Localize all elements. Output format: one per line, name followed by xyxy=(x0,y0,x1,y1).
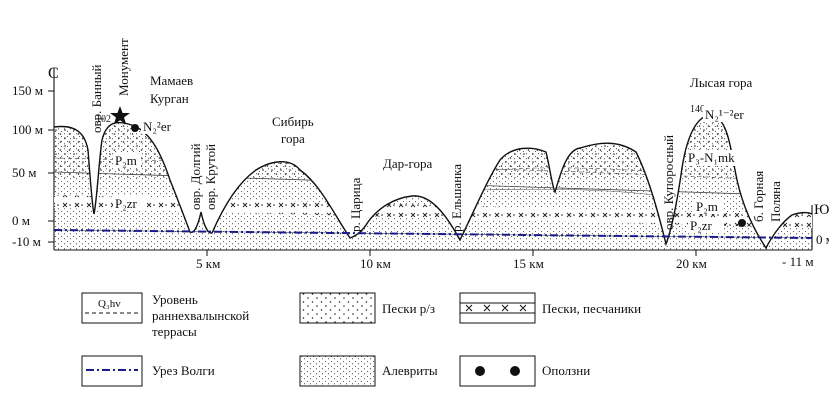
legend-terrace-line2: раннехвалынской xyxy=(152,308,249,323)
monument-star-icon xyxy=(110,106,130,125)
label-kurgan: Курган xyxy=(150,91,189,106)
legend-terrace-swatch xyxy=(81,292,143,324)
strata-pnmk: P₃-N₁mk xyxy=(688,150,735,165)
legend-volga-label: Урез Волги xyxy=(152,363,215,378)
south-label: Ю xyxy=(814,202,829,218)
label-b-gornaya: б. Горная xyxy=(751,171,766,222)
legend-sandstone-label: Пески, песчаники xyxy=(542,301,641,316)
landslide-dot-icon xyxy=(475,366,485,376)
y-label-150: 150 м xyxy=(12,83,43,98)
legend-sandstone-swatch xyxy=(459,292,536,324)
label-polyana: Поляна xyxy=(768,181,783,222)
x-label-5km: 5 км xyxy=(196,256,220,271)
legend-landslide-label: Оползни xyxy=(542,363,590,378)
label-ovr-krutoy: овр. Крутой xyxy=(203,144,218,210)
x-axis-ticks xyxy=(206,250,697,256)
label-gora: гора xyxy=(281,131,305,146)
label-sibir: Сибирь xyxy=(272,114,314,129)
north-label: С xyxy=(48,65,59,82)
x-label-20km: 20 км xyxy=(676,256,707,271)
x-label-10km: 10 км xyxy=(360,256,391,271)
volga-water-line xyxy=(53,229,813,239)
right-label-minus11: - 11 м xyxy=(782,254,814,269)
legend-sand-rz-label: Пески р/з xyxy=(382,301,435,316)
label-ovr-kuporosny: овр. Купоросный xyxy=(661,135,676,230)
y-axis-ticks xyxy=(48,90,54,243)
legend-silt-label: Алевриты xyxy=(382,363,438,378)
landslide-dot-icon xyxy=(131,124,139,132)
legend-terrace-symbol: Q₃hv xyxy=(98,298,121,310)
legend-terrace-line1: Уровень xyxy=(152,292,198,307)
label-r-tsaritsa: р. Царица xyxy=(348,177,363,232)
landslide-dot-icon xyxy=(510,366,520,376)
y-label-minus10: -10 м xyxy=(12,234,41,249)
legend-silt-swatch xyxy=(299,355,376,387)
x-label-15km: 15 км xyxy=(513,256,544,271)
elevation-mamaev: 102 xyxy=(96,114,111,125)
legend: Q₃hv Уровень раннехвалынской террасы Пес… xyxy=(81,292,641,387)
label-lysaya-gora: Лысая гора xyxy=(690,75,752,90)
legend-sand-rz-swatch xyxy=(299,292,376,324)
right-label-0: 0 м xyxy=(816,232,829,247)
legend-terrace-line3: террасы xyxy=(152,324,197,339)
y-label-0: 0 м xyxy=(12,213,30,228)
label-ovr-banny: овр. Банный xyxy=(89,64,104,133)
sandstone-layer xyxy=(54,195,812,228)
label-ovr-dolgy: овр. Долгий xyxy=(188,143,203,210)
strata-pm-left: P₂m xyxy=(115,153,137,168)
label-r-elshanka: р. Ельшанка xyxy=(449,164,464,232)
label-mamaev: Мамаев xyxy=(150,73,193,88)
legend-landslide-swatch xyxy=(459,355,536,387)
strata-pzr-right: P₂zr xyxy=(690,218,713,233)
strata-pm-right: P₂m xyxy=(696,199,718,214)
strata-pzr-left: P₂zr xyxy=(115,196,138,211)
y-label-100: 100 м xyxy=(12,122,43,137)
strata-n2er-right: N₂¹⁻²er xyxy=(705,107,744,122)
landslide-dot-icon xyxy=(738,219,746,227)
label-dar-gora: Дар-гора xyxy=(383,156,432,171)
y-label-50: 50 м xyxy=(12,165,36,180)
elevation-lysaya: 140 xyxy=(690,104,705,115)
strata-n2er-left: N₂²er xyxy=(143,119,172,134)
label-monument: Монумент xyxy=(116,38,131,96)
